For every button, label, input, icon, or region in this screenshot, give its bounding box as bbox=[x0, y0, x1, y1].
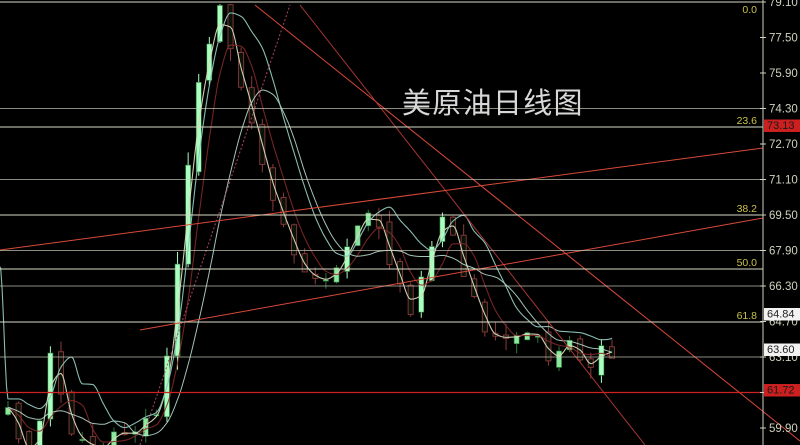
svg-text:75.90: 75.90 bbox=[769, 68, 798, 80]
svg-text:77.50: 77.50 bbox=[769, 33, 798, 45]
svg-text:63.60: 63.60 bbox=[767, 344, 795, 356]
svg-text:64.84: 64.84 bbox=[767, 309, 795, 321]
svg-text:23.6: 23.6 bbox=[737, 115, 758, 127]
svg-text:59.90: 59.90 bbox=[769, 423, 798, 435]
svg-text:79.10: 79.10 bbox=[769, 0, 798, 9]
svg-text:0.0: 0.0 bbox=[742, 4, 757, 16]
svg-text:71.10: 71.10 bbox=[769, 175, 798, 187]
svg-text:美原油日线图: 美原油日线图 bbox=[402, 87, 584, 120]
svg-text:50.0: 50.0 bbox=[737, 257, 758, 269]
svg-text:66.30: 66.30 bbox=[769, 281, 798, 293]
svg-text:73.13: 73.13 bbox=[767, 120, 795, 132]
svg-text:72.70: 72.70 bbox=[769, 139, 798, 151]
svg-text:74.30: 74.30 bbox=[769, 104, 798, 116]
svg-text:38.2: 38.2 bbox=[737, 203, 758, 215]
svg-text:61.72: 61.72 bbox=[767, 385, 795, 397]
svg-text:69.50: 69.50 bbox=[769, 210, 798, 222]
svg-text:61.8: 61.8 bbox=[737, 310, 758, 322]
svg-text:67.90: 67.90 bbox=[769, 246, 798, 258]
